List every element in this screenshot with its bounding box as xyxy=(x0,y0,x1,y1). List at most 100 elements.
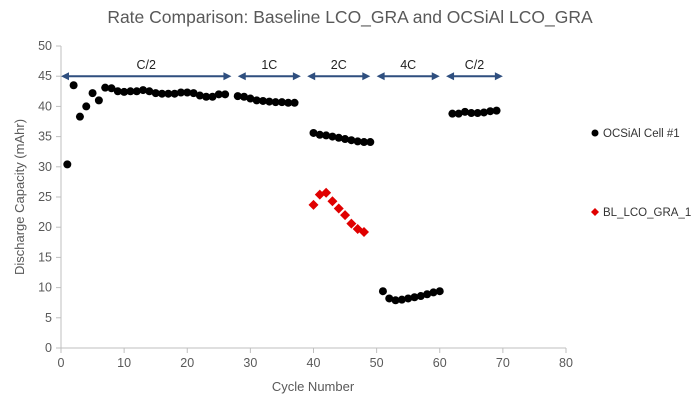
data-point xyxy=(120,87,129,96)
data-point xyxy=(435,287,444,296)
data-point xyxy=(341,135,350,144)
rate-annotations: C/2 1C 2C 4C C/2 xyxy=(61,58,503,81)
series-2 xyxy=(308,187,369,238)
y-tick-label: 5 xyxy=(45,311,52,325)
y-tick-label: 10 xyxy=(38,281,52,295)
data-point xyxy=(321,187,332,198)
data-point xyxy=(221,90,230,99)
data-point xyxy=(94,96,103,105)
data-point xyxy=(423,290,432,299)
arrow-head-left xyxy=(307,72,316,81)
data-point xyxy=(448,109,457,118)
data-point xyxy=(259,96,267,105)
data-point xyxy=(214,90,223,99)
legend-marker xyxy=(591,129,599,137)
data-point xyxy=(158,89,166,98)
data-point xyxy=(101,83,110,92)
y-tick-label: 25 xyxy=(38,190,52,204)
arrow-head-right xyxy=(362,72,371,81)
x-tick-label: 50 xyxy=(370,356,384,370)
rate-region-arrow: 2C xyxy=(307,58,371,81)
data-point xyxy=(315,130,324,139)
data-point xyxy=(69,81,78,90)
legend-entry: BL_LCO_GRA_1 xyxy=(591,207,691,219)
series-1 xyxy=(63,81,501,305)
x-tick-label: 60 xyxy=(433,356,447,370)
data-point xyxy=(277,98,286,107)
y-tick-label: 0 xyxy=(45,341,52,355)
y-tick-label: 20 xyxy=(38,220,52,234)
data-point xyxy=(170,89,179,98)
data-point xyxy=(334,133,343,142)
data-point xyxy=(473,109,482,118)
legend-marker xyxy=(591,208,599,216)
data-point xyxy=(284,98,293,107)
data-point xyxy=(486,107,495,116)
data-point xyxy=(132,87,141,96)
data-point xyxy=(113,87,122,96)
data-point xyxy=(378,287,387,296)
data-point xyxy=(327,196,338,207)
y-tick-label: 35 xyxy=(38,130,52,144)
arrow-head-right xyxy=(223,72,232,81)
data-point xyxy=(189,89,198,98)
legend: OCSiAl Cell #1 BL_LCO_GRA_1 xyxy=(591,128,691,219)
rate-region-label: 1C xyxy=(261,58,277,72)
data-point xyxy=(391,296,400,305)
chart-title: Rate Comparison: Baseline LCO_GRA and OC… xyxy=(107,7,593,28)
data-point xyxy=(88,89,97,98)
rate-region-label: 4C xyxy=(400,58,416,72)
data-point xyxy=(492,106,501,115)
data-point xyxy=(252,96,261,105)
data-point xyxy=(461,107,469,116)
data-point xyxy=(328,132,337,141)
data-point xyxy=(416,292,425,301)
rate-region-arrow: 4C xyxy=(376,58,440,81)
data-point xyxy=(308,199,319,210)
arrow-head-right xyxy=(494,72,503,81)
y-tick-label: 30 xyxy=(38,160,52,174)
data-point xyxy=(139,86,148,95)
data-point xyxy=(366,138,375,147)
data-point xyxy=(333,203,344,214)
data-point xyxy=(429,288,438,297)
data-point xyxy=(208,92,217,101)
data-point xyxy=(347,136,356,145)
rate-region-arrow: 1C xyxy=(237,58,301,81)
arrow-head-left xyxy=(61,72,69,81)
data-point xyxy=(479,108,488,117)
y-tick-label: 15 xyxy=(38,250,52,264)
data-point xyxy=(202,92,211,101)
axes: 0 5 10 15 20 25 30 35 40 45 50 0 10 20 30 40 50 60 70 80 xyxy=(38,39,573,370)
data-point xyxy=(410,293,419,302)
arrow-head-left xyxy=(237,72,246,81)
x-tick-label: 40 xyxy=(307,356,321,370)
data-point xyxy=(359,227,369,238)
x-tick-label: 0 xyxy=(58,356,65,370)
data-point xyxy=(360,138,368,147)
data-point xyxy=(126,87,135,96)
data-point xyxy=(145,87,154,96)
x-axis-label: Cycle Number xyxy=(272,379,355,394)
data-point xyxy=(246,94,255,103)
data-point xyxy=(385,294,394,303)
data-point xyxy=(240,92,249,101)
y-tick-label: 40 xyxy=(38,99,52,113)
data-point xyxy=(265,97,274,106)
legend-label: BL_LCO_GRA_1 xyxy=(603,207,691,219)
arrow-head-right xyxy=(431,72,440,81)
arrow-head-right xyxy=(292,72,301,81)
y-tick-label: 45 xyxy=(38,69,52,83)
data-point xyxy=(404,294,413,303)
data-point xyxy=(467,109,476,118)
rate-region-label: C/2 xyxy=(136,58,156,72)
data-point xyxy=(353,137,362,146)
data-point xyxy=(346,218,357,229)
data-point xyxy=(183,88,192,97)
data-point xyxy=(322,131,331,140)
data-point xyxy=(233,92,242,101)
x-tick-label: 30 xyxy=(243,356,257,370)
data-point xyxy=(107,84,116,93)
arrow-head-left xyxy=(376,72,385,81)
